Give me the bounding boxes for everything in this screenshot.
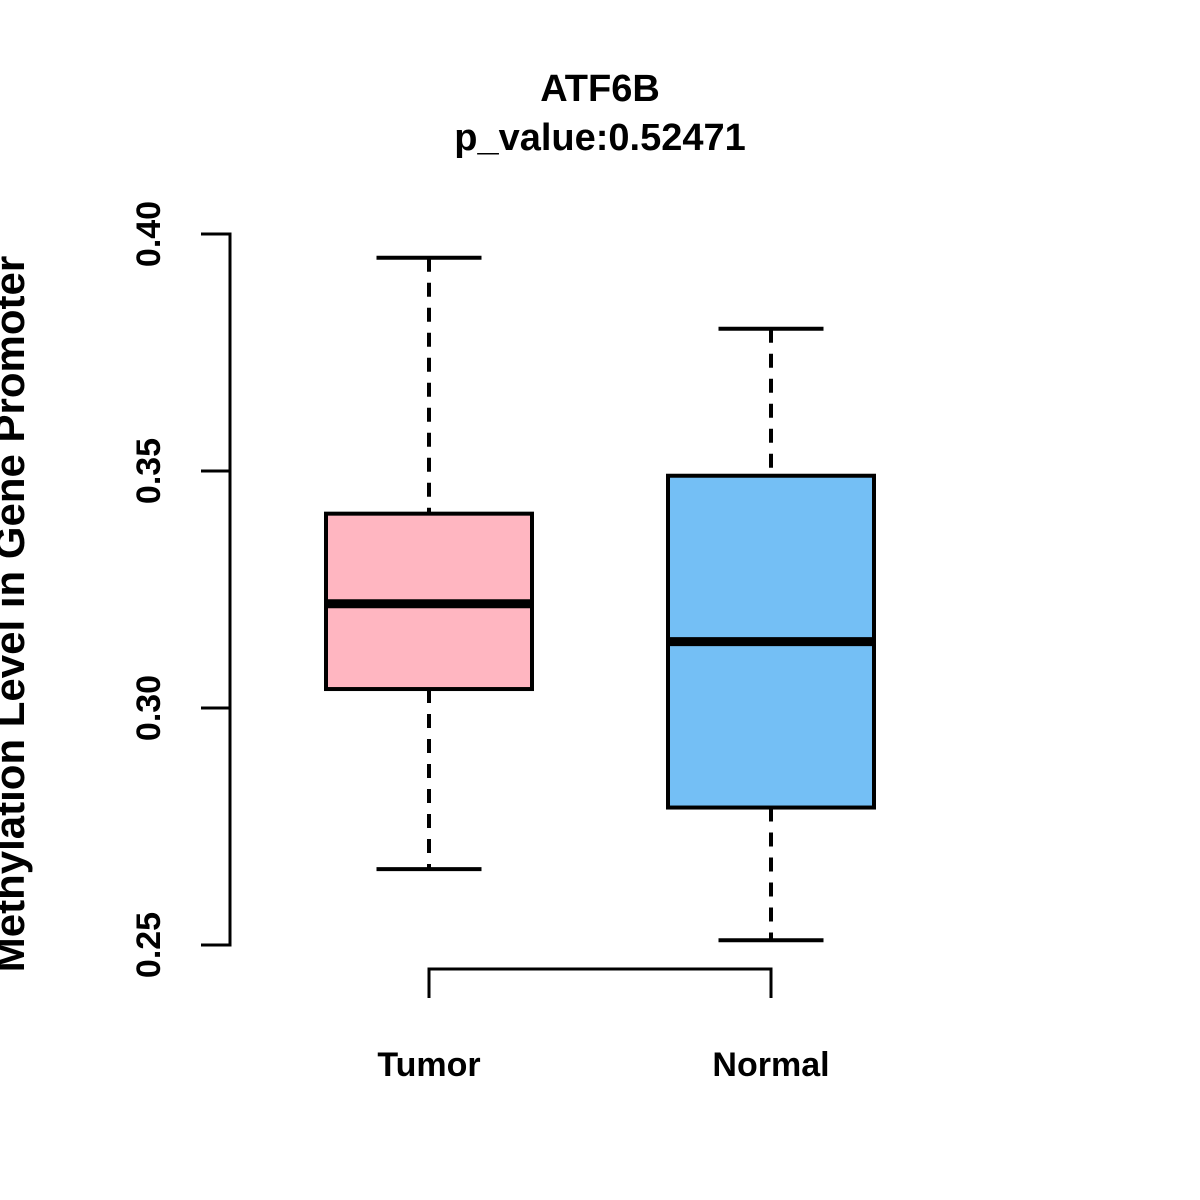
chart-subtitle-pvalue: p_value:0.52471 [454, 117, 746, 159]
x-category-label-tumor: Tumor [377, 1046, 480, 1084]
y-tick-label: 0.40 [130, 201, 168, 267]
chart-title: ATF6B [540, 68, 660, 110]
boxplot-group-normal: Normal [666, 326, 876, 1084]
y-tick-label: 0.25 [130, 912, 168, 978]
boxplot-group-tumor: Tumor [324, 255, 534, 1084]
x-category-label-normal: Normal [712, 1046, 829, 1084]
y-tick-label: 0.30 [130, 675, 168, 741]
y-tick-label: 0.35 [130, 438, 168, 504]
x-axis-bracket [427, 967, 773, 998]
